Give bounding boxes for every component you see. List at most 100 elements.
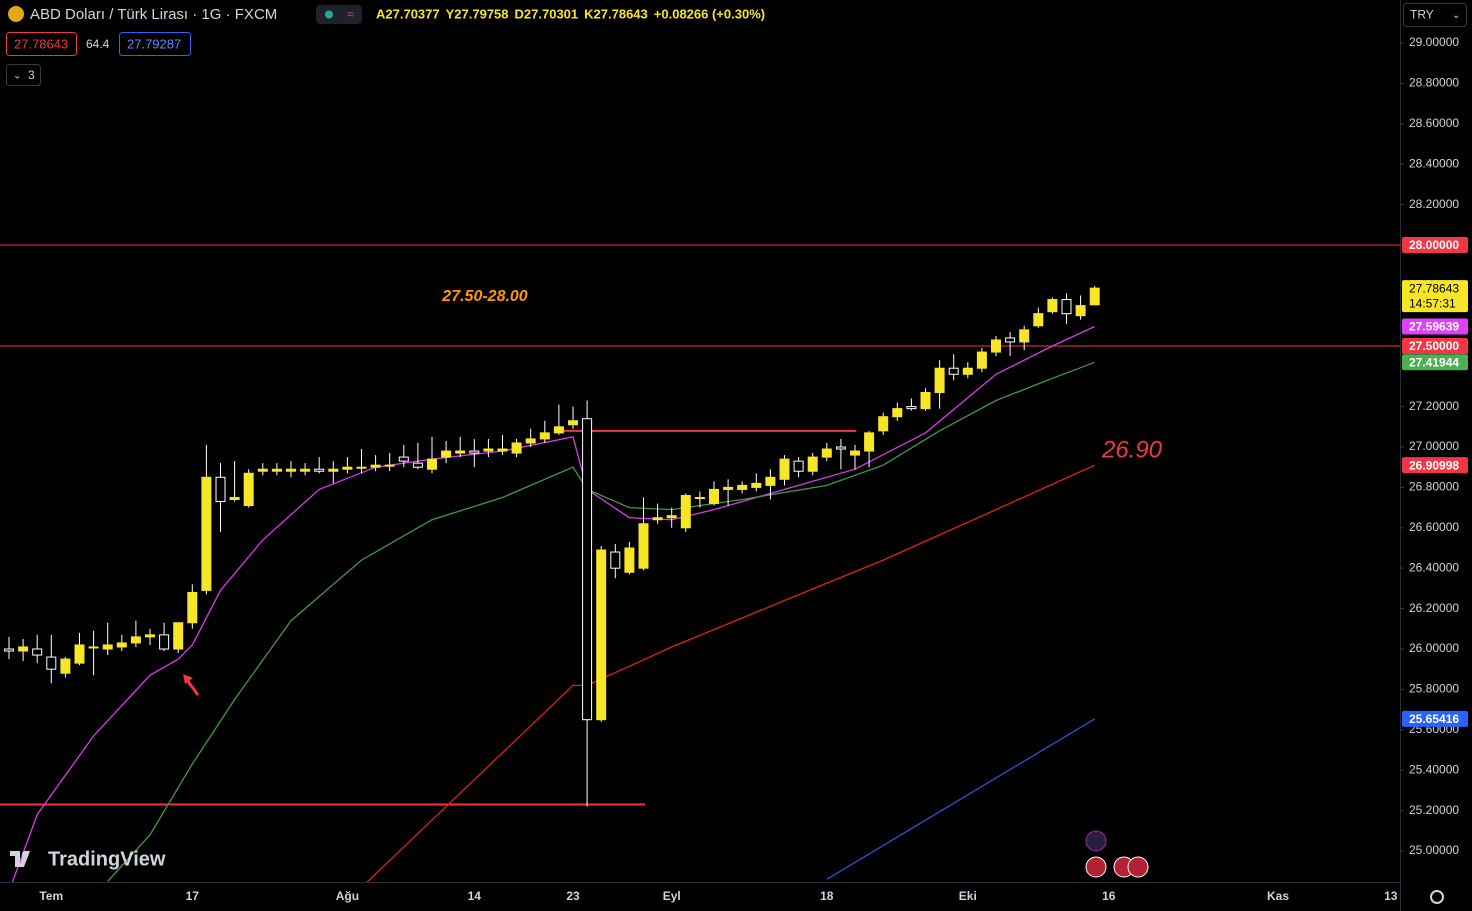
candle-body: [821, 448, 832, 458]
candle-body: [638, 523, 649, 569]
close-price: 27.78643: [1409, 281, 1459, 295]
candle-body: [1047, 299, 1058, 313]
candle-body: [539, 432, 550, 440]
candle-body: [300, 468, 311, 472]
candle-body: [920, 391, 931, 410]
candle-body: [765, 476, 776, 486]
currency-label[interactable]: TRY: [1410, 8, 1434, 22]
y-tick-label: 28.40000: [1409, 156, 1459, 170]
collapse-button[interactable]: [6, 64, 41, 86]
indicator-row: 27.78643 64.4 27.79287: [6, 32, 191, 56]
x-tick-label: Tem: [39, 889, 63, 903]
ohlc-value: 27.70301: [524, 6, 578, 21]
candle-body: [46, 656, 57, 670]
candle-body: [1089, 287, 1100, 306]
y-tick-label: 27.00000: [1409, 439, 1459, 453]
y-tick-label: 26.20000: [1409, 601, 1459, 615]
candle-body: [398, 456, 409, 462]
candle-body: [159, 634, 170, 650]
candle-body: [934, 367, 945, 393]
candle-body: [624, 547, 635, 573]
price-badge: [1402, 354, 1468, 371]
logo-dot: [22, 851, 28, 857]
symbol-icon: [8, 6, 24, 22]
x-tick-label: 17: [186, 889, 200, 903]
y-tick-label: 25.40000: [1409, 762, 1459, 776]
arrow-head: [183, 674, 193, 684]
ohlc-change: +0.08266 (+0.30%): [654, 6, 765, 21]
x-tick-label: Kas: [1267, 889, 1289, 903]
settings-icon[interactable]: [1430, 890, 1444, 904]
collapse-icon: ⌄: [13, 71, 21, 82]
candle-body: [864, 432, 875, 452]
price-badge-label: 28.00000: [1409, 238, 1459, 252]
x-tick-label: 14: [468, 889, 482, 903]
price-badge-label: 25.65416: [1409, 712, 1459, 726]
ma-line: [366, 464, 1095, 882]
candle-body: [229, 496, 240, 501]
candle-body: [948, 367, 959, 375]
candle-body: [469, 450, 480, 454]
ohlc-label: A: [376, 6, 386, 21]
candle-body: [130, 636, 141, 644]
price-badge: [1402, 338, 1468, 355]
plot-area: [0, 244, 1400, 882]
countdown: 14:57:31: [1409, 296, 1456, 310]
candle-body: [680, 494, 691, 529]
candle-body: [525, 438, 536, 444]
x-tick-label: 18: [820, 889, 834, 903]
currency-select[interactable]: [1403, 3, 1467, 27]
ohlc-value: 27.78643: [594, 6, 648, 21]
status-icon: ≈: [347, 6, 354, 21]
status-badge: [316, 5, 362, 24]
candle-body: [356, 466, 367, 469]
market-status: [325, 10, 333, 19]
candle-body: [793, 460, 804, 472]
candle-body: [1019, 329, 1030, 343]
arrow-annotation: [183, 674, 200, 696]
candle-body: [215, 476, 226, 503]
candle-body: [878, 416, 889, 432]
candle-body: [991, 339, 1001, 353]
collapse-count[interactable]: 3: [28, 68, 35, 82]
logo-text: TradingView: [48, 848, 166, 870]
candle-body: [88, 646, 99, 649]
y-tick-label: 25.20000: [1409, 803, 1459, 817]
close-badge: [1402, 280, 1468, 313]
event-icon[interactable]: [1127, 856, 1149, 878]
y-tick-label: 28.20000: [1409, 197, 1459, 211]
x-tick-label: Eyl: [663, 889, 681, 903]
candle-body: [116, 642, 127, 648]
candle-body: [257, 468, 268, 472]
price-badge: [1402, 710, 1468, 727]
ohlc-label: Y: [446, 6, 455, 21]
y-tick-label: 25.00000: [1409, 843, 1459, 857]
x-tick-label: Eki: [959, 889, 977, 903]
y-tick-label: 27.20000: [1409, 399, 1459, 413]
y-tick-label: 28.60000: [1409, 116, 1459, 130]
logo: TradingView: [10, 848, 166, 870]
candle-body: [568, 420, 578, 426]
events: [1085, 830, 1149, 878]
candle-body: [906, 406, 917, 410]
candle-body: [694, 496, 705, 499]
candle-body: [1005, 337, 1016, 343]
ohlc-value: 27.70377: [385, 6, 439, 21]
ma-line: [826, 718, 1096, 880]
ohlc-label: D: [515, 6, 524, 21]
candle-body: [412, 462, 423, 468]
candle-body: [497, 448, 508, 452]
candle-body: [145, 634, 155, 638]
candle-body: [709, 488, 719, 505]
candle-body: [737, 484, 748, 490]
candle-body: [483, 448, 494, 452]
indicator-value: 64.4: [86, 37, 110, 51]
candle-body: [427, 458, 437, 470]
event-icon[interactable]: [1085, 830, 1107, 852]
y-tick-label: 25.80000: [1409, 682, 1459, 696]
indicator-badge: [119, 32, 191, 56]
candle-body: [342, 466, 353, 470]
event-icon[interactable]: [1085, 856, 1107, 878]
